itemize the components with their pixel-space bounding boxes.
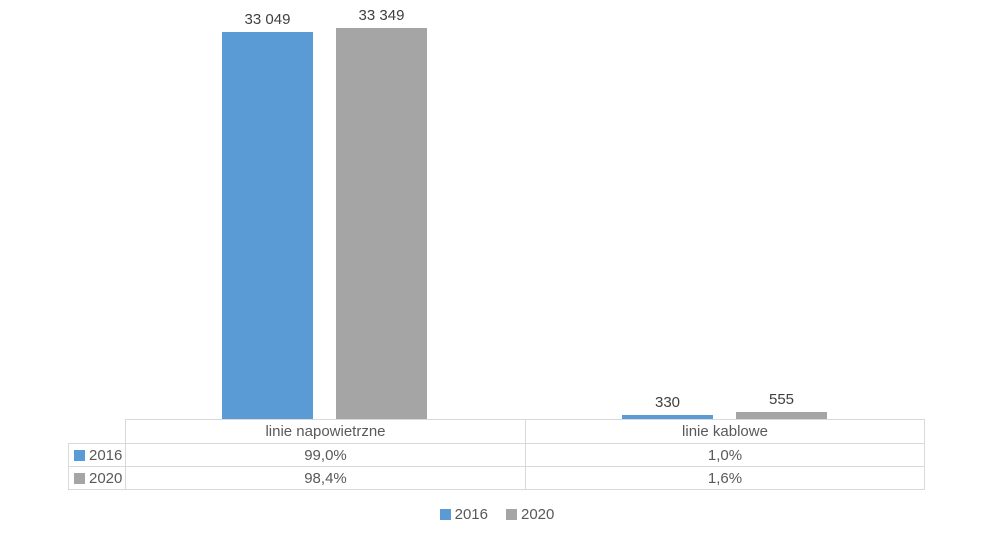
series-swatch-icon xyxy=(74,449,85,461)
category-header-0: linie napowietrzne xyxy=(125,419,526,444)
legend-swatch-icon xyxy=(439,509,451,520)
legend-item-2016: 2016 xyxy=(439,506,488,523)
table-cell-2020-0: 98,4% xyxy=(125,466,526,490)
bar-2020-0 xyxy=(336,28,427,419)
bar-value-label-2016-1: 330 xyxy=(654,394,681,411)
table-corner-cell xyxy=(69,420,126,444)
chart-data-table: linie napowietrzne linie kablowe 2016 99,0%… xyxy=(68,419,925,490)
series-name: 2020 xyxy=(89,469,123,487)
table-cell-2020-1: 1,6% xyxy=(525,466,925,490)
table-row-2016: 2016 99,0% 1,0% xyxy=(68,443,925,467)
table-cell-2016-1: 1,0% xyxy=(525,443,925,467)
bar-value-label-2020-1: 555 xyxy=(768,391,795,408)
row-label-2020: 2020 xyxy=(68,466,126,490)
legend-label: 2016 xyxy=(454,506,488,523)
category-header-1: linie kablowe xyxy=(525,419,925,444)
legend-label: 2020 xyxy=(521,506,555,523)
table-row-2020: 2020 98,4% 1,6% xyxy=(68,466,925,490)
bar-2016-1 xyxy=(622,415,713,419)
bar-2016-0 xyxy=(222,32,313,419)
series-name: 2016 xyxy=(89,446,123,464)
legend-swatch-icon xyxy=(506,509,517,520)
chart-legend: 2016 2020 xyxy=(0,506,994,523)
table-cell-2016-0: 99,0% xyxy=(125,443,526,467)
bar-value-label-2020-0: 33 349 xyxy=(358,7,405,24)
legend-item-2020: 2020 xyxy=(506,506,554,523)
bar-value-label-2016-0: 33 049 xyxy=(244,11,291,28)
row-label-2016: 2016 xyxy=(68,443,126,467)
bar-2020-1 xyxy=(736,412,827,419)
series-swatch-icon xyxy=(74,472,85,484)
